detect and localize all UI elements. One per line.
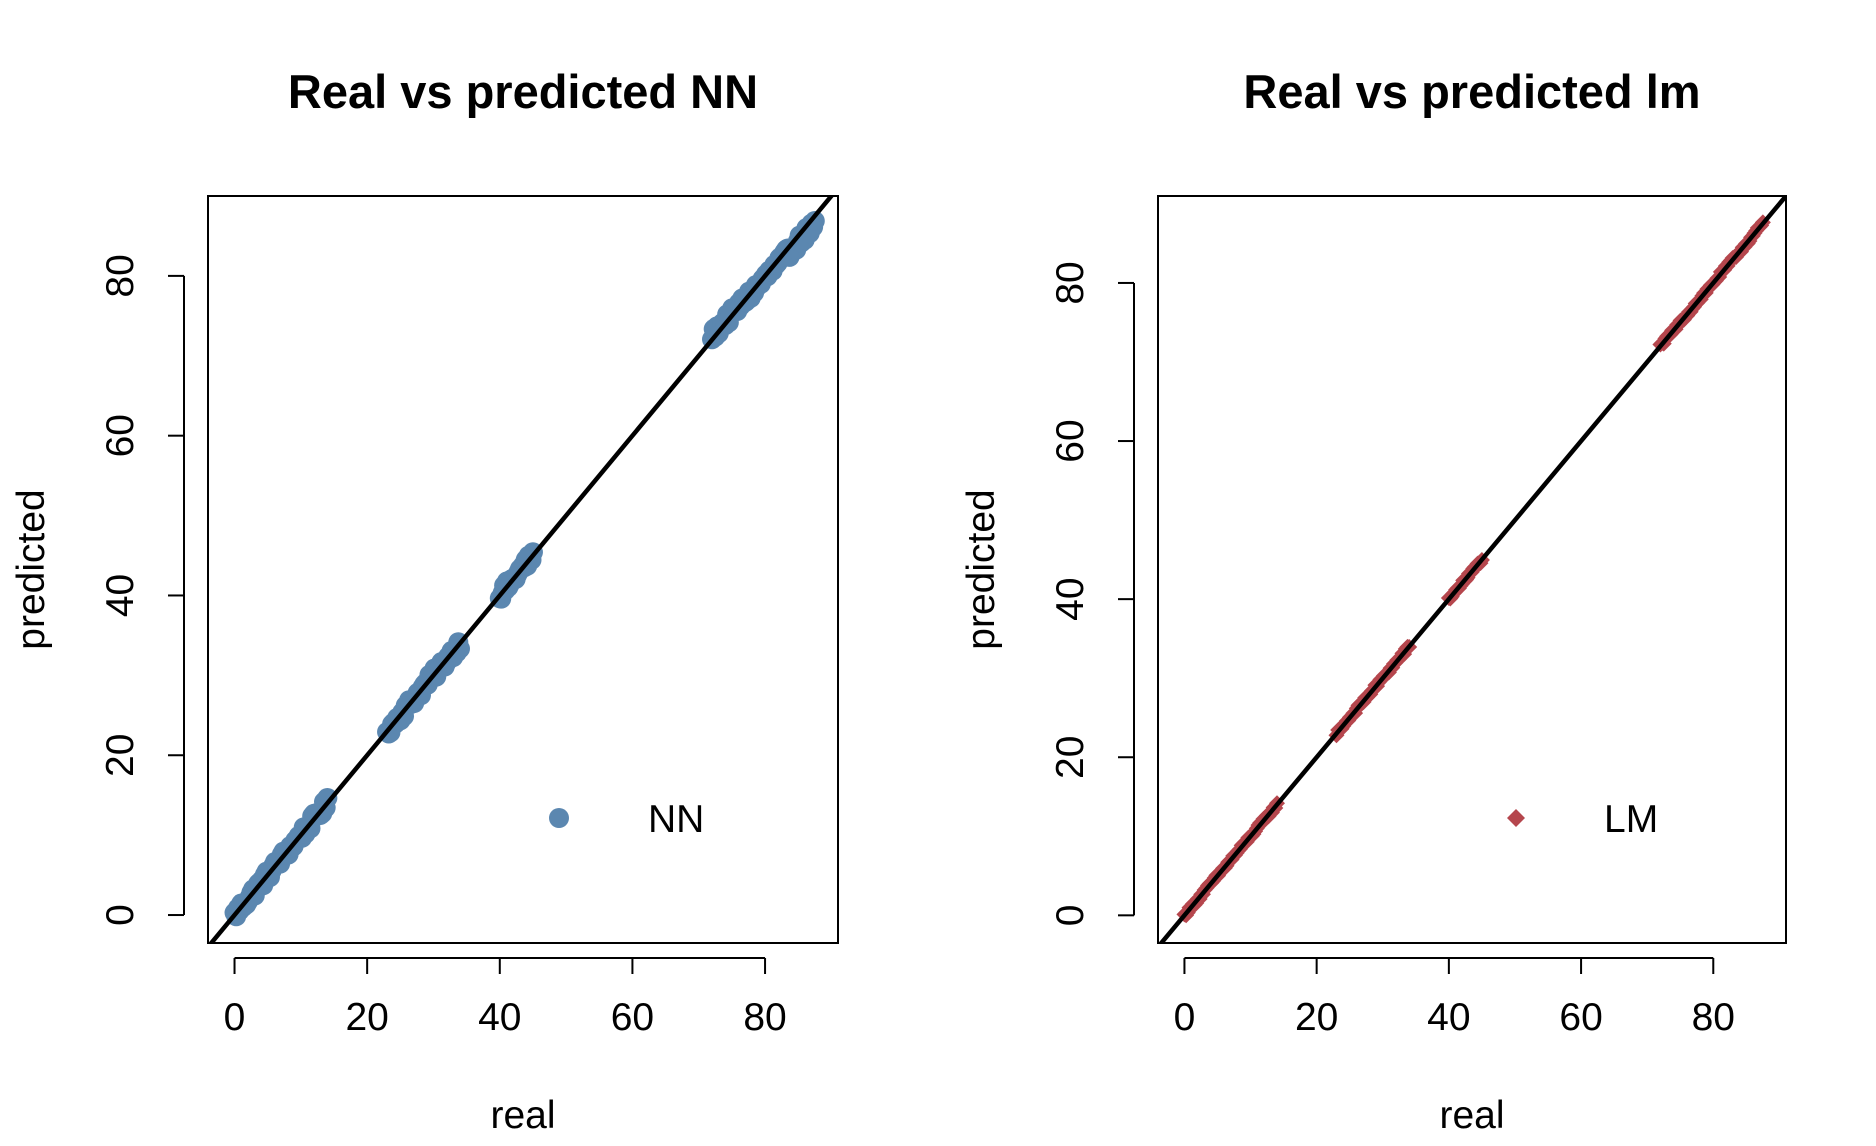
chart-title: Real vs predicted lm: [1243, 65, 1700, 118]
y-tick-label: 40: [1049, 577, 1092, 620]
data-point: [804, 210, 825, 231]
plot-frame: [1157, 195, 1787, 944]
y-tick-label: 0: [1049, 904, 1092, 926]
y-tick-label: 80: [99, 254, 142, 297]
x-tick-label: 20: [1295, 996, 1338, 1039]
plot-frame: [207, 195, 839, 944]
y-tick-label: 0: [99, 904, 142, 926]
chart-panel-2: Real vs predicted lm real predicted 0 20 40 60…: [960, 65, 1787, 1137]
x-tick-label: 0: [1174, 996, 1196, 1039]
x-tick-label: 80: [1692, 996, 1735, 1039]
y-tick-label: 60: [1049, 419, 1092, 462]
chart-panel-1: Real vs predicted NN real predicted 0 20 40 60…: [10, 65, 839, 1137]
legend: LM: [1507, 798, 1658, 841]
x-tick-label: 20: [345, 996, 388, 1039]
y-tick-label: 60: [99, 414, 142, 457]
x-axis-label: real: [1439, 1094, 1504, 1137]
x-axis-label: real: [490, 1094, 555, 1137]
data-point: [317, 787, 338, 808]
plot-area: [1158, 196, 1786, 943]
x-tick-label: 40: [478, 996, 521, 1039]
y-tick-label: 80: [1049, 261, 1092, 304]
y-tick-label: 20: [99, 734, 142, 777]
x-tick-label: 40: [1427, 996, 1470, 1039]
plot-area: [208, 196, 835, 943]
x-tick-label: 0: [224, 996, 246, 1039]
y-axis-label: predicted: [960, 489, 1003, 649]
y-tick-label: 20: [1049, 736, 1092, 779]
y-tick-label: 40: [99, 574, 142, 617]
y-axis-label: predicted: [10, 489, 53, 649]
legend: NN: [549, 798, 704, 841]
reference-line: [208, 196, 835, 943]
chart-title: Real vs predicted NN: [288, 65, 758, 118]
x-tick-label: 60: [1559, 996, 1602, 1039]
x-tick-label: 80: [743, 996, 786, 1039]
legend-label: LM: [1604, 798, 1658, 841]
data-point: [450, 638, 470, 659]
legend-marker: [1507, 809, 1525, 827]
legend-marker: [549, 808, 569, 828]
reference-line: [1158, 196, 1786, 943]
legend-label: NN: [648, 798, 704, 841]
x-tick-label: 60: [611, 996, 654, 1039]
